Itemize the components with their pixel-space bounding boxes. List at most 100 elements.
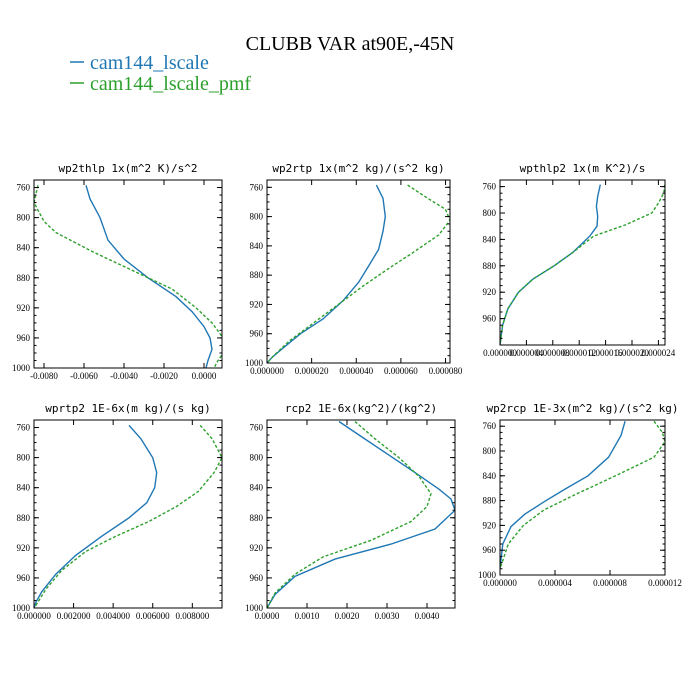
panel-6-title: wp2rcp 1E-3x(m^2 kg)/(s^2 kg): [486, 402, 678, 415]
panel-6-ytick-label-920: 920: [483, 520, 497, 530]
panel-3-xtick-label-0: 0.000000: [483, 348, 517, 358]
panel-3-xtick-label-6: 0.000024: [642, 348, 676, 358]
panel-2-xtick-label-2: 0.000040: [339, 366, 373, 376]
legend-label-lscale: cam144_lscale: [90, 52, 209, 74]
panel-1-xtick-label-3: -0.0020: [150, 371, 178, 381]
panel-4-ytick-label-800: 800: [17, 453, 31, 463]
panel-3-title: wpthlp2 1x(m K^2)/s: [520, 162, 646, 175]
panel-3: wpthlp2 1x(m K^2)/s 760 800 840 880 920 960 0.0…: [483, 162, 676, 358]
panel-2-series-cam144-lscale-pmf: [267, 184, 450, 363]
panel-1-ytick-label-1000: 1000: [12, 363, 31, 373]
panel-1-ytick-label-960: 960: [17, 333, 31, 343]
panel-1-ytick-label-760: 760: [17, 183, 31, 193]
panel-2-ytick-label-960: 960: [250, 329, 264, 339]
panel-3-ytick-label-880: 880: [483, 261, 497, 271]
legend: cam144_lscale cam144_lscale_pmf: [70, 52, 251, 95]
panel-1-ytick-label-920: 920: [17, 303, 31, 313]
panel-4-ytick-label-920: 920: [17, 543, 31, 553]
panel-2-ytick-label-880: 880: [250, 270, 264, 280]
panel-2-xtick-label-0: 0.000000: [250, 366, 284, 376]
panel-4-xtick-label-0: 0.000000: [17, 611, 51, 621]
panel-3-ytick-label-920: 920: [483, 287, 497, 297]
panel-3-ytick-label-800: 800: [483, 208, 497, 218]
panel-4-title: wprtp2 1E-6x(m kg)/(s kg): [45, 402, 211, 415]
panel-5-ytick-label-880: 880: [250, 513, 264, 523]
panel-4-series-cam144-lscale-pmf: [34, 424, 222, 608]
panel-6-ytick-label-960: 960: [483, 545, 497, 555]
panel-1-series-cam144-lscale: [85, 185, 213, 368]
panel-5-series-cam144-lscale-pmf: [267, 420, 432, 608]
panel-2-ytick-label-920: 920: [250, 299, 264, 309]
panel-5-ytick-label-760: 760: [250, 423, 264, 433]
panel-1-series-cam144-lscale-pmf: [34, 185, 222, 368]
panel-6-frame: [499, 419, 666, 576]
panel-6-series-cam144-lscale-pmf: [500, 420, 665, 570]
panel-4-ytick-label-840: 840: [17, 483, 31, 493]
panel-6-ytick-label-840: 840: [483, 471, 497, 481]
panel-3-xtick-label-4: 0.000016: [589, 348, 623, 358]
panel-4-xtick-label-3: 0.006000: [136, 611, 170, 621]
panel-2-title: wp2rtp 1x(m^2 kg)/(s^2 kg): [272, 162, 444, 175]
panel-2-ytick-label-800: 800: [250, 212, 264, 222]
legend-label-lscale-pmf: cam144_lscale_pmf: [90, 73, 251, 95]
panel-6-ytick-label-880: 880: [483, 496, 497, 506]
panel-4-xtick-label-4: 0.008000: [175, 611, 209, 621]
panel-1: wp2thlp 1x(m^2 K)/s^2 760 800 840 880 920 960 1…: [12, 162, 223, 381]
panel-2: wp2rtp 1x(m^2 kg)/(s^2 kg) 760 800 840 880 92…: [245, 162, 463, 376]
panel-4-frame: [33, 419, 223, 609]
panel-1-xtick-label-2: -0.0040: [110, 371, 138, 381]
panel-5-xtick-label-4: 0.0040: [415, 611, 440, 621]
panel-6-ytick-label-760: 760: [483, 421, 497, 431]
panel-6-ytick-label-800: 800: [483, 446, 497, 456]
panel-2-ytick-label-840: 840: [250, 241, 264, 251]
panel-1-frame: [33, 179, 223, 369]
panel-3-series-cam144-lscale-pmf: [500, 184, 665, 345]
panel-2-xtick-label-1: 0.000020: [295, 366, 329, 376]
panel-5-xtick-label-1: 0.0010: [295, 611, 320, 621]
panel-3-series-cam144-lscale: [500, 184, 601, 345]
panel-5-ytick-label-1000: 1000: [245, 603, 264, 613]
panel-3-xtick-label-1: 0.000004: [510, 348, 544, 358]
panel-1-xtick-label-4: 0.0000: [192, 371, 217, 381]
panel-2-frame: [266, 179, 451, 364]
panel-5-xtick-label-3: 0.0030: [375, 611, 400, 621]
panel-4-ytick-label-880: 880: [17, 513, 31, 523]
panel-5-frame: [266, 419, 456, 609]
figure-title: CLUBB VAR at90E,-45N: [246, 33, 455, 55]
panel-5-xtick-label-0: 0.0000: [255, 611, 280, 621]
panel-4-ytick-label-960: 960: [17, 573, 31, 583]
panel-1-title: wp2thlp 1x(m^2 K)/s^2: [58, 162, 197, 175]
panel-3-xtick-label-5: 0.000020: [615, 348, 649, 358]
panel-5-ytick-label-920: 920: [250, 543, 264, 553]
panel-1-xtick-label-0: -0.0080: [30, 371, 58, 381]
panel-5-title: rcp2 1E-6x(kg^2)/(kg^2): [285, 402, 437, 415]
panel-4-ytick-label-1000: 1000: [12, 603, 31, 613]
panel-5-series-cam144-lscale: [267, 420, 455, 608]
panel-6-xtick-label-2: 0.000008: [593, 578, 627, 588]
panel-3-frame: [499, 179, 666, 346]
panel-2-series-cam144-lscale: [267, 184, 387, 363]
panel-6: wp2rcp 1E-3x(m^2 kg)/(s^2 kg) 760 800 840 88…: [478, 402, 682, 588]
panel-6-ytick-label-1000: 1000: [478, 570, 497, 580]
panel-2-xtick-label-3: 0.000060: [384, 366, 418, 376]
panel-1-xtick-label-1: -0.0060: [70, 371, 98, 381]
panel-6-xtick-label-0: 0.000000: [483, 578, 517, 588]
panels: wp2thlp 1x(m^2 K)/s^2 760 800 840 880 920 960 1…: [12, 162, 682, 621]
panel-1-ytick-label-880: 880: [17, 273, 31, 283]
panel-5-ytick-label-800: 800: [250, 453, 264, 463]
panel-2-ytick-label-1000: 1000: [245, 358, 264, 368]
panel-4-ytick-label-760: 760: [17, 423, 31, 433]
panel-2-xtick-label-4: 0.000080: [429, 366, 463, 376]
panel-4-series-cam144-lscale: [34, 424, 158, 608]
panel-3-xtick-label-3: 0.000012: [562, 348, 596, 358]
panel-2-ytick-label-760: 760: [250, 182, 264, 192]
panel-6-xtick-label-1: 0.000004: [538, 578, 572, 588]
panel-3-ytick-label-760: 760: [483, 182, 497, 192]
panel-4: wprtp2 1E-6x(m kg)/(s kg) 760 800 840 880 920…: [12, 402, 223, 621]
panel-3-xtick-label-2: 0.000008: [536, 348, 570, 358]
panel-1-ytick-label-840: 840: [17, 243, 31, 253]
panel-4-xtick-label-1: 0.002000: [57, 611, 91, 621]
panel-5-ytick-label-960: 960: [250, 573, 264, 583]
panel-6-xtick-label-3: 0.000012: [648, 578, 682, 588]
